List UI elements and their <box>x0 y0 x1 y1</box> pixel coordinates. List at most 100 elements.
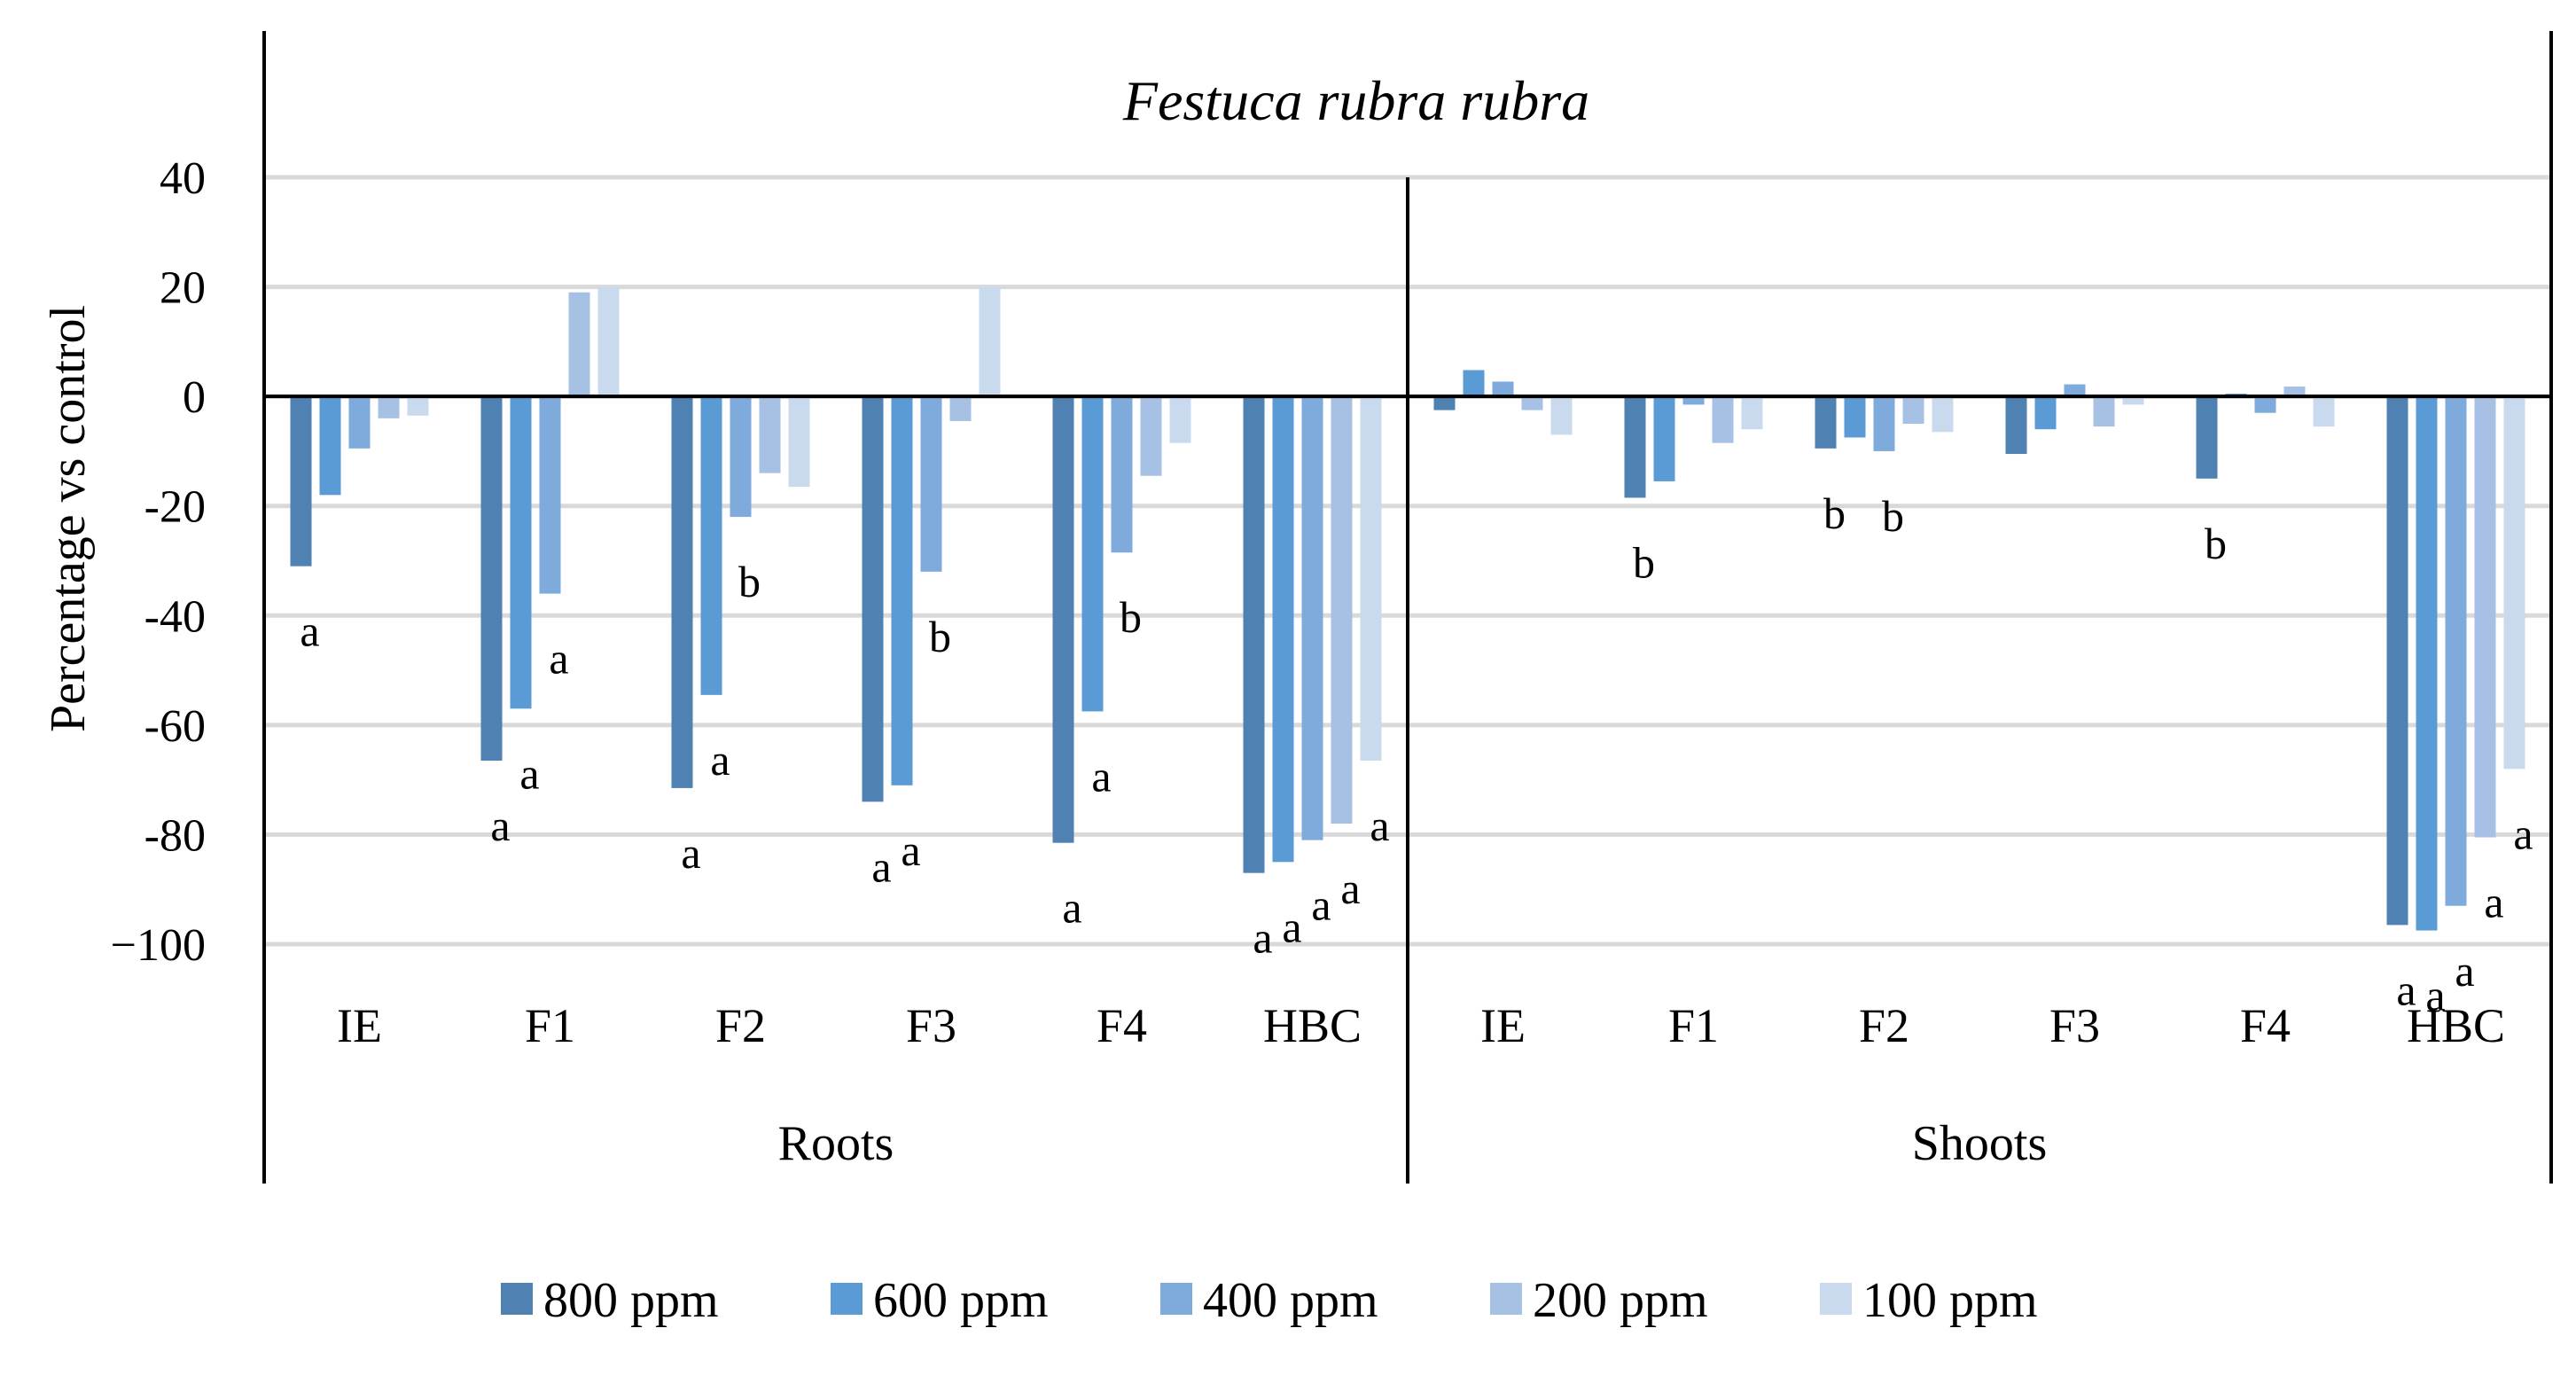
bar <box>2196 396 2218 479</box>
significance-label: b <box>738 557 761 606</box>
bar <box>348 396 371 449</box>
bar <box>2503 396 2525 770</box>
significance-label: a <box>871 841 891 891</box>
bar <box>1111 396 1133 553</box>
bars <box>290 286 2525 931</box>
category-label: IE <box>337 999 382 1052</box>
y-tick-label: 0 <box>183 372 206 423</box>
category-label: F3 <box>906 999 956 1052</box>
significance-label: a <box>2513 809 2533 858</box>
bar <box>949 396 972 421</box>
category-label: F1 <box>525 999 575 1052</box>
significance-label: a <box>300 606 319 656</box>
bar <box>2474 396 2496 838</box>
legend-swatch <box>1160 1283 1192 1315</box>
bar <box>671 396 693 788</box>
significance-label: b <box>1120 592 1142 642</box>
group-label: Shoots <box>1912 1116 2048 1171</box>
significance-label: a <box>1282 902 1301 951</box>
bar <box>407 396 429 416</box>
bar <box>2064 384 2086 397</box>
category-label: F3 <box>2049 999 2100 1052</box>
bar <box>1463 370 1485 397</box>
bar <box>1272 396 1294 863</box>
significance-label: a <box>681 828 700 878</box>
y-tick-label: −100 <box>111 920 206 971</box>
bar <box>1712 396 1734 443</box>
significance-label: a <box>2425 971 2445 1020</box>
y-tick-label: -80 <box>144 810 206 861</box>
bar <box>2093 396 2115 427</box>
legend-swatch <box>1820 1283 1852 1315</box>
significance-label: a <box>2455 946 2474 996</box>
bar <box>1301 396 1323 840</box>
category-label: IE <box>1480 999 1526 1052</box>
bar <box>979 286 1001 397</box>
bar <box>1140 396 1162 476</box>
bar <box>1360 396 1382 762</box>
bar <box>730 396 752 518</box>
bar <box>1844 396 1866 438</box>
bar <box>2005 396 2027 455</box>
bar <box>1433 396 1456 410</box>
bar <box>1550 396 1573 435</box>
bar <box>2386 396 2408 926</box>
bar <box>2122 396 2144 405</box>
significance-label: a <box>519 748 539 798</box>
y-tick-label: -20 <box>144 482 206 533</box>
category-label: F4 <box>2240 999 2291 1052</box>
bar <box>597 286 620 397</box>
y-tick-label: -60 <box>144 701 206 752</box>
category-label: F1 <box>1668 999 1719 1052</box>
category-label: HBC <box>1263 999 1362 1052</box>
significance-label: a <box>1340 863 1360 913</box>
bar <box>290 396 312 566</box>
bar <box>1741 396 1763 430</box>
bar <box>1052 396 1074 843</box>
bar <box>378 396 400 418</box>
y-axis-label: Percentage vs control <box>41 305 96 732</box>
bar <box>1081 396 1104 712</box>
category-label: F2 <box>715 999 766 1052</box>
bar <box>700 396 722 695</box>
bar <box>1902 396 1924 425</box>
axis-text: Festuca rubra rubra Percentage vs contro… <box>41 69 2505 1171</box>
bar <box>1169 396 1191 443</box>
bar <box>1873 396 1895 451</box>
bar <box>1815 396 1837 449</box>
category-label: F4 <box>1097 999 1147 1052</box>
significance-label: b <box>1823 488 1846 538</box>
legend-label: 800 ppm <box>543 1273 719 1328</box>
y-tick-label: -40 <box>144 591 206 642</box>
bar <box>1521 396 1543 410</box>
legend-swatch <box>1490 1283 1522 1315</box>
bar <box>1492 381 1514 397</box>
bar <box>2034 396 2057 430</box>
significance-label: a <box>1370 801 1389 850</box>
bar <box>2313 396 2335 427</box>
significance-label: a <box>710 735 730 785</box>
significance-label: a <box>1091 751 1111 801</box>
bar <box>1624 396 1646 498</box>
bar <box>480 396 503 762</box>
legend-swatch <box>501 1283 533 1315</box>
bar <box>2416 396 2438 931</box>
bar <box>1932 396 1954 433</box>
bar <box>862 396 884 802</box>
bar <box>510 396 532 709</box>
legend-swatch <box>831 1283 863 1315</box>
bar <box>1682 396 1705 405</box>
legend-label: 100 ppm <box>1862 1273 2038 1328</box>
bar <box>920 396 942 572</box>
category-label: HBC <box>2407 999 2505 1052</box>
significance-label: a <box>1062 883 1081 933</box>
category-label: F2 <box>1859 999 1909 1052</box>
bar <box>891 396 913 785</box>
significance-label: a <box>1253 913 1272 963</box>
bar <box>788 396 810 488</box>
legend-label: 600 ppm <box>873 1273 1049 1328</box>
significance-label: b <box>2205 519 2227 568</box>
significance-label: a <box>490 801 510 850</box>
